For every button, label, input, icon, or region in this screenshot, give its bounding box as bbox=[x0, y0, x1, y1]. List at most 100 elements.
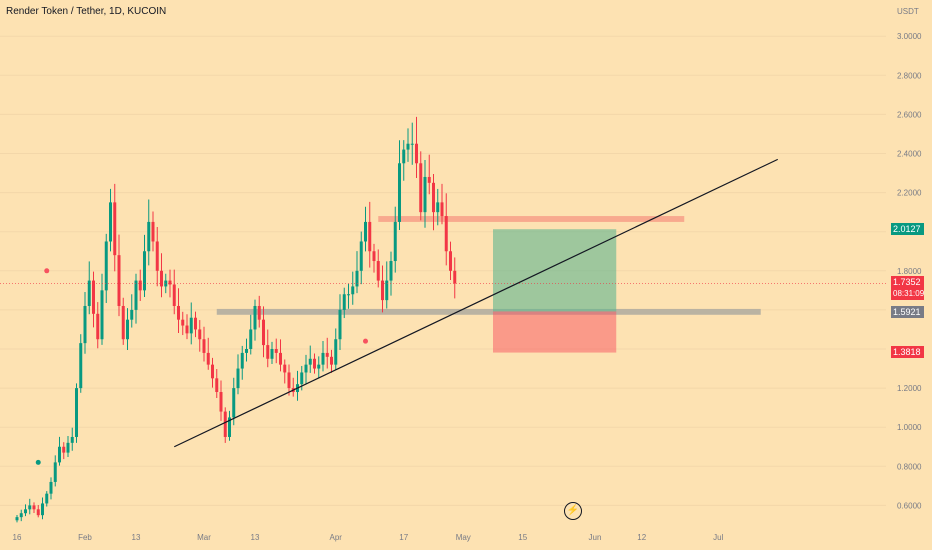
candle-body bbox=[62, 446, 66, 453]
price-grid bbox=[0, 35, 886, 506]
candle-body bbox=[194, 317, 197, 330]
y-tick-label: 1.8000 bbox=[897, 267, 922, 276]
candle-body bbox=[266, 345, 270, 359]
candle-body bbox=[147, 221, 151, 252]
candle-body bbox=[381, 280, 384, 301]
y-tick-label: 0.8000 bbox=[897, 462, 922, 471]
candle-body bbox=[279, 352, 282, 365]
candle-body bbox=[41, 503, 44, 516]
candle-body bbox=[172, 284, 176, 306]
candle-body bbox=[109, 202, 112, 242]
candle-body bbox=[219, 392, 223, 412]
candle-body bbox=[215, 378, 219, 393]
candle-body bbox=[202, 339, 206, 353]
long-position-tool[interactable] bbox=[493, 229, 617, 353]
candle-body bbox=[130, 309, 134, 320]
candle-body bbox=[155, 241, 159, 271]
price-axis[interactable]: USDT3.00002.80002.60002.40002.20002.0000… bbox=[897, 7, 922, 510]
candle-body bbox=[198, 329, 202, 340]
candle-body bbox=[338, 309, 342, 340]
candle-body bbox=[92, 280, 95, 314]
x-tick-label: 13 bbox=[132, 533, 141, 542]
candle-body bbox=[177, 305, 180, 320]
candle-body bbox=[351, 286, 355, 295]
candle-body bbox=[75, 388, 78, 437]
candle-body bbox=[79, 343, 83, 389]
x-tick-label: 16 bbox=[13, 533, 22, 542]
candle-body bbox=[393, 221, 397, 262]
countdown-value: 08:31:09 bbox=[893, 289, 925, 298]
candle-body bbox=[436, 202, 440, 213]
entry-price-tag: 1.5921 bbox=[891, 306, 924, 318]
candle-body bbox=[406, 143, 410, 150]
x-tick-label: Mar bbox=[197, 533, 211, 542]
candle-body bbox=[168, 280, 172, 285]
candle-body bbox=[449, 251, 452, 271]
candle-body bbox=[410, 143, 414, 145]
currency-label: USDT bbox=[897, 7, 919, 16]
candle-body bbox=[121, 305, 125, 340]
candle-body bbox=[257, 305, 261, 320]
candle-body bbox=[355, 270, 359, 287]
candle-body bbox=[427, 176, 431, 183]
candle-body bbox=[389, 261, 393, 281]
candle-body bbox=[419, 163, 423, 213]
candle-body bbox=[372, 251, 376, 262]
candle-body bbox=[160, 270, 163, 287]
x-tick-label: Jun bbox=[589, 533, 602, 542]
candle-body bbox=[253, 305, 257, 330]
candle-body bbox=[287, 372, 291, 389]
y-tick-label: 1.0000 bbox=[897, 423, 922, 432]
candle-body bbox=[300, 372, 304, 385]
event-marker bbox=[363, 338, 368, 344]
candle-body bbox=[376, 261, 380, 281]
x-tick-label: Feb bbox=[78, 533, 92, 542]
x-tick-label: 15 bbox=[518, 533, 527, 542]
candle-body bbox=[364, 221, 367, 242]
candle-body bbox=[245, 349, 248, 353]
candle-body bbox=[24, 509, 27, 514]
candle-body bbox=[385, 280, 389, 301]
candle-body bbox=[415, 143, 418, 164]
candle-body bbox=[359, 241, 363, 271]
candle-body bbox=[440, 202, 444, 217]
x-tick-label: 13 bbox=[251, 533, 260, 542]
candle-body bbox=[185, 325, 189, 334]
candle-body bbox=[223, 411, 227, 437]
candle-body bbox=[134, 280, 138, 310]
candles-layer bbox=[15, 116, 457, 523]
trendline bbox=[173, 158, 779, 448]
last-price-tag: 1.7352 08:31:09 bbox=[891, 276, 924, 300]
candle-body bbox=[100, 290, 104, 340]
candle-body bbox=[325, 352, 329, 357]
candle-body bbox=[104, 241, 108, 291]
candle-body bbox=[423, 176, 427, 213]
candle-body bbox=[36, 509, 40, 516]
candle-body bbox=[453, 270, 457, 284]
y-tick-label: 2.8000 bbox=[897, 71, 922, 80]
candle-body bbox=[398, 163, 401, 222]
candle-body bbox=[274, 349, 278, 353]
candle-body bbox=[87, 280, 91, 306]
y-tick-label: 2.6000 bbox=[897, 110, 922, 119]
candle-body bbox=[113, 202, 117, 256]
chart-title: Render Token / Tether, 1D, KUCOIN bbox=[6, 6, 167, 17]
candle-body bbox=[283, 364, 287, 373]
candle-body bbox=[308, 358, 312, 365]
drawings-layer[interactable] bbox=[0, 158, 886, 448]
candle-body bbox=[228, 417, 231, 437]
candle-body bbox=[15, 517, 19, 521]
candle-body bbox=[262, 319, 265, 346]
time-axis[interactable]: 16 Feb 13 Mar 13 Apr 17 May 15 Jun 12 Jul bbox=[13, 533, 724, 542]
candle-body bbox=[402, 149, 406, 164]
candle-body bbox=[53, 462, 57, 482]
lightning-icon[interactable]: ⚡ bbox=[564, 502, 582, 520]
candle-body bbox=[232, 388, 236, 418]
candle-body bbox=[19, 513, 23, 518]
candle-body bbox=[347, 294, 350, 296]
candle-body bbox=[28, 505, 32, 510]
x-tick-label: Apr bbox=[330, 533, 343, 542]
candle-body bbox=[211, 364, 214, 379]
candle-body bbox=[143, 251, 146, 291]
